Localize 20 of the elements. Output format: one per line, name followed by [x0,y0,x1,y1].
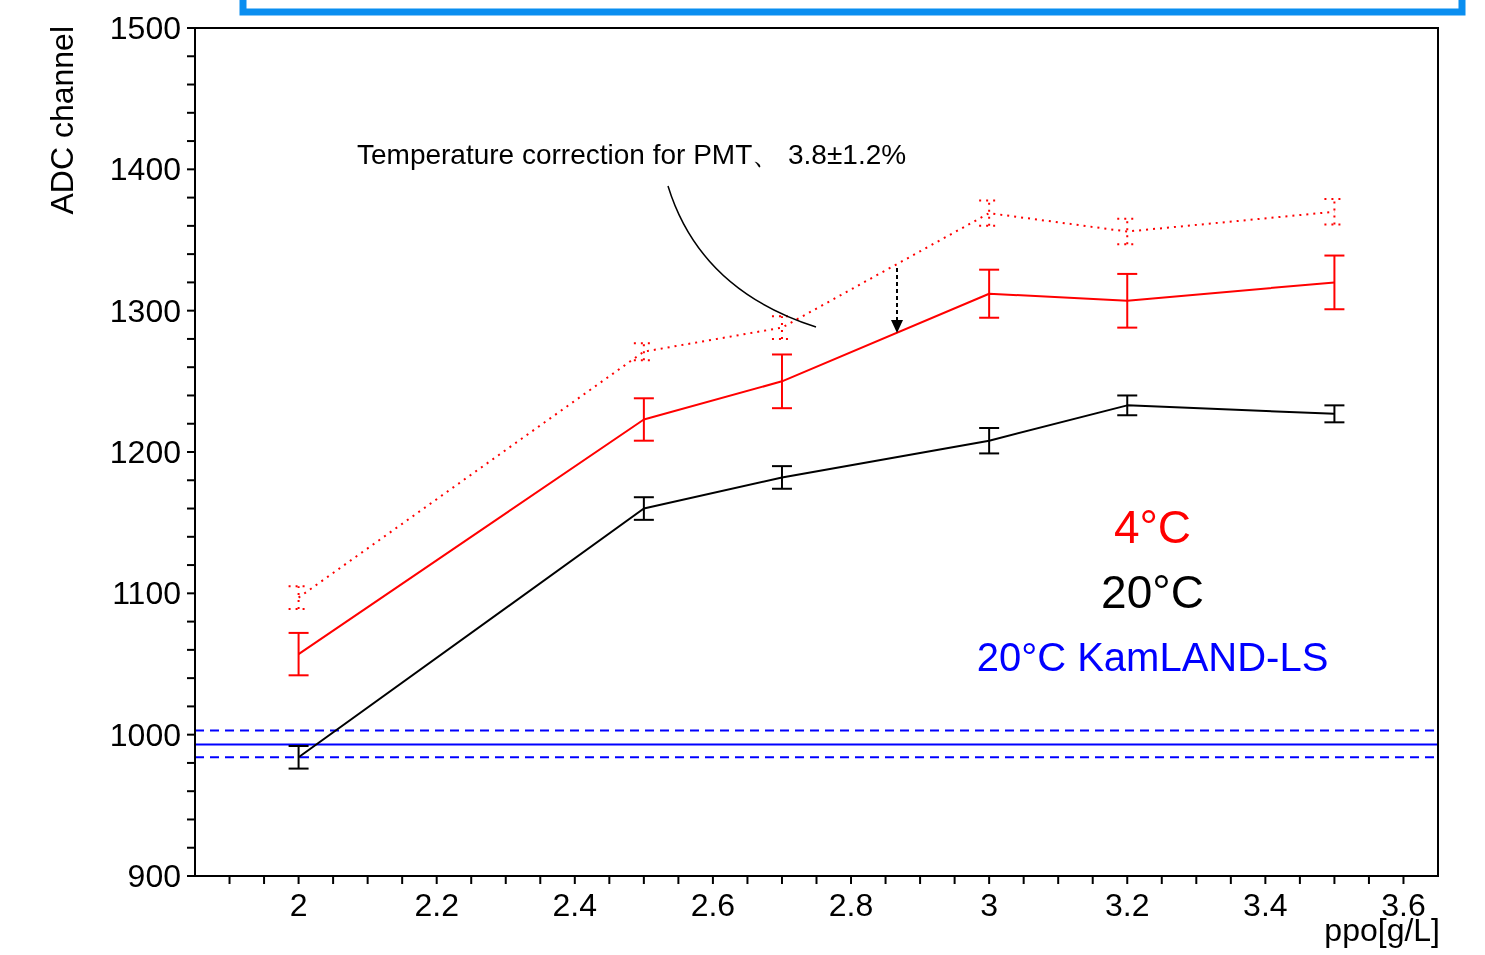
y-tick-label: 1500 [109,10,181,46]
x-tick-label: 3.2 [1105,887,1150,923]
y-tick-label: 1000 [109,716,181,753]
x-tick-label: 2.4 [552,887,598,923]
annotation: Temperature correction for PMT、 3.8±1.2% [357,138,907,172]
x-tick-label: 2.2 [414,887,459,923]
y-tick-label: 900 [127,858,181,894]
y-axis-title: ADC channel [44,26,81,215]
x-tick-label: 3 [980,887,999,923]
y-tick-label: 1200 [109,434,181,470]
y-tick-label: 1300 [109,292,181,329]
x-tick-label: 3.4 [1243,887,1288,923]
x-tick-label: 2 [289,887,308,923]
ref-line-label: 20°C KamLAND-LS [975,634,1330,681]
x-tick-label: 2.6 [690,887,736,923]
y-tick-label: 1400 [109,151,181,188]
y-tick-label: 1100 [112,575,181,612]
text: 4°C [1112,500,1193,555]
x-tick-label: 2.8 [828,887,874,923]
text: 20°C [1100,565,1205,620]
